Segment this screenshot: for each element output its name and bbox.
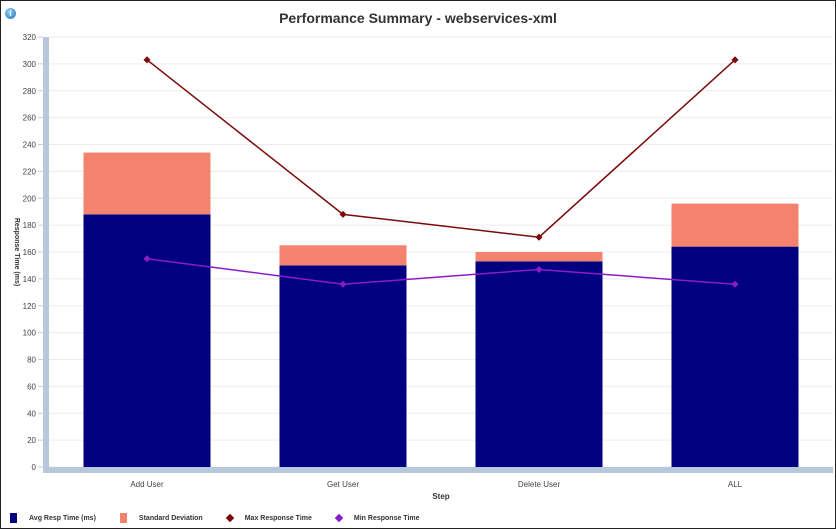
x-tick-label: Get User (327, 480, 359, 489)
legend-marker (119, 513, 127, 523)
point-marker (143, 56, 151, 64)
y-tick-label: 160 (23, 248, 37, 257)
y-tick-label: 120 (23, 302, 37, 311)
legend-label: Min Response Time (353, 514, 420, 522)
bar-standard-deviation (475, 252, 603, 262)
y-tick-label: 280 (23, 87, 37, 96)
legend-marker (334, 513, 344, 523)
y-axis-bar (43, 37, 49, 473)
bar-avg-resp-time-ms- (279, 265, 407, 467)
y-tick-label: 140 (23, 275, 37, 284)
legend-marker (10, 513, 17, 523)
y-tick-label: 200 (23, 194, 37, 203)
y-tick-label: 220 (23, 167, 37, 176)
x-tick-label: Delete User (518, 480, 561, 489)
y-tick-label: 300 (23, 60, 37, 69)
bar-standard-deviation (279, 245, 407, 266)
x-tick-label: Add User (130, 480, 164, 489)
legend-label: Max Response Time (244, 514, 312, 522)
point-marker (731, 56, 739, 64)
line-min-response-time (146, 257, 736, 286)
point-marker (535, 233, 543, 241)
x-axis-label: Step (432, 492, 449, 501)
y-tick-label: 80 (27, 356, 36, 365)
y-tick-label: 180 (23, 221, 37, 230)
y-tick-label: 100 (23, 329, 37, 338)
point-marker (339, 210, 347, 218)
bar-avg-resp-time-ms- (83, 214, 211, 467)
legend-label: Avg Resp Time (ms) (29, 514, 96, 522)
y-tick-label: 0 (32, 463, 37, 472)
y-tick-label: 60 (27, 382, 36, 391)
x-tick-label: ALL (728, 480, 743, 489)
y-tick-label: 320 (23, 33, 37, 42)
y-tick-label: 260 (23, 114, 37, 123)
x-axis-bar (43, 467, 833, 473)
y-tick-label: 40 (27, 409, 36, 418)
legend-item[interactable]: Avg Resp Time (ms) (10, 513, 96, 523)
y-tick-label: 20 (27, 436, 36, 445)
point-marker (535, 265, 543, 274)
bar-standard-deviation (83, 152, 211, 215)
bar-avg-resp-time-ms- (475, 261, 603, 467)
legend-item[interactable]: Standard Deviation (119, 513, 203, 523)
legend: Avg Resp Time (ms) Standard Deviation Max … (10, 513, 444, 523)
legend-label: Standard Deviation (138, 514, 203, 522)
bar-avg-resp-time-ms- (671, 246, 799, 467)
point-marker (143, 255, 151, 263)
legend-item[interactable]: Max Response Time (225, 513, 312, 523)
chart-title: Performance Summary - webservices-xml (279, 10, 557, 26)
bar-standard-deviation (671, 203, 799, 247)
point-marker (339, 280, 347, 288)
legend-marker (225, 513, 234, 523)
info-icon[interactable]: i (5, 8, 16, 19)
line-max-response-time (146, 59, 736, 239)
point-marker (731, 280, 739, 288)
legend-item[interactable]: Min Response Time (334, 513, 420, 523)
y-axis-label: Response Time (ms) (13, 218, 20, 286)
y-tick-label: 240 (23, 141, 37, 150)
